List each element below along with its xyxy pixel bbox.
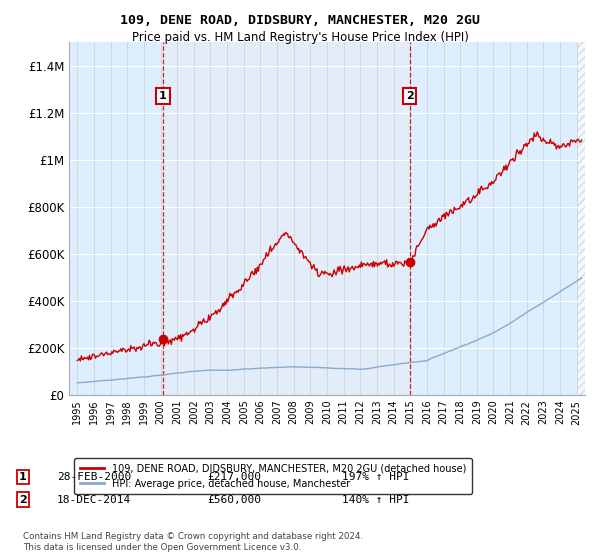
Text: 18-DEC-2014: 18-DEC-2014 <box>57 494 131 505</box>
Text: 197% ↑ HPI: 197% ↑ HPI <box>342 472 409 482</box>
Text: 109, DENE ROAD, DIDSBURY, MANCHESTER, M20 2GU: 109, DENE ROAD, DIDSBURY, MANCHESTER, M2… <box>120 14 480 27</box>
Text: Price paid vs. HM Land Registry's House Price Index (HPI): Price paid vs. HM Land Registry's House … <box>131 31 469 44</box>
Bar <box>163 42 410 395</box>
Legend: 109, DENE ROAD, DIDSBURY, MANCHESTER, M20 2GU (detached house), HPI: Average pri: 109, DENE ROAD, DIDSBURY, MANCHESTER, M2… <box>74 458 472 494</box>
Text: 28-FEB-2000: 28-FEB-2000 <box>57 472 131 482</box>
Text: 1: 1 <box>19 472 26 482</box>
Text: £560,000: £560,000 <box>207 494 261 505</box>
Text: 1: 1 <box>159 91 167 101</box>
Text: 2: 2 <box>19 494 26 505</box>
Text: 2: 2 <box>406 91 413 101</box>
Text: £217,000: £217,000 <box>207 472 261 482</box>
Text: 140% ↑ HPI: 140% ↑ HPI <box>342 494 409 505</box>
Text: Contains HM Land Registry data © Crown copyright and database right 2024.
This d: Contains HM Land Registry data © Crown c… <box>23 532 363 552</box>
